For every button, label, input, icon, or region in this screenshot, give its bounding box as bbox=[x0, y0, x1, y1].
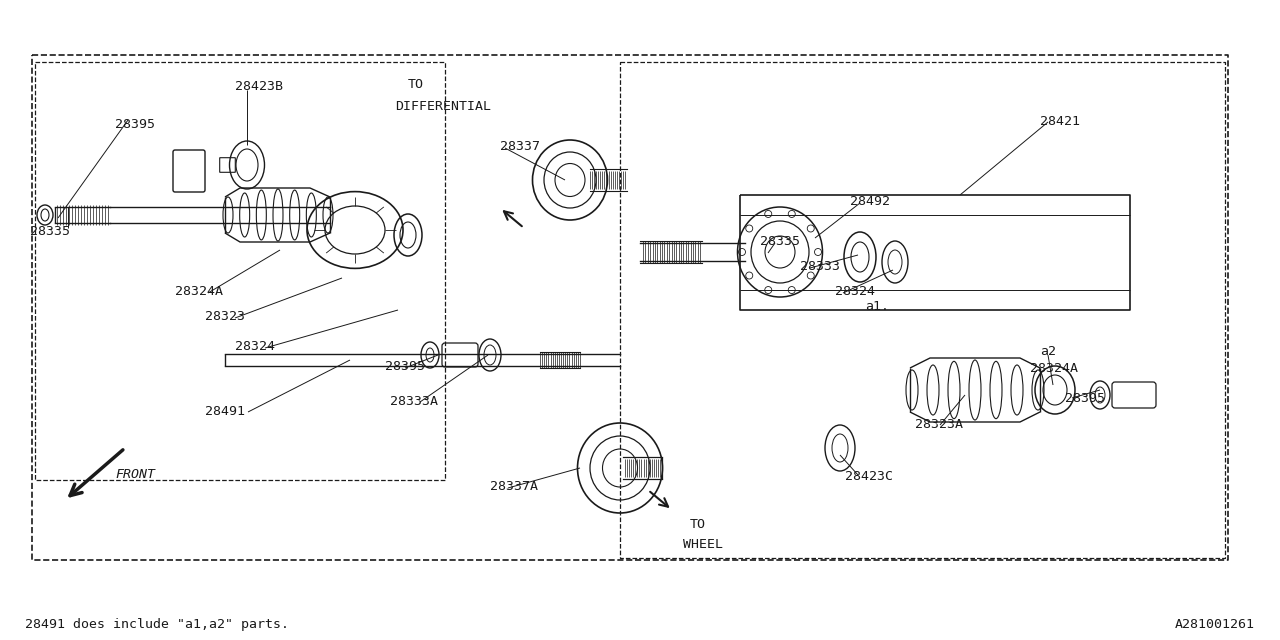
Text: 28491 does include "a1,a2" parts.: 28491 does include "a1,a2" parts. bbox=[26, 618, 289, 631]
Text: 28323: 28323 bbox=[205, 310, 244, 323]
Text: 28423C: 28423C bbox=[845, 470, 893, 483]
Text: 28335: 28335 bbox=[29, 225, 70, 238]
Text: A281001261: A281001261 bbox=[1175, 618, 1254, 631]
Text: TO: TO bbox=[690, 518, 707, 531]
Text: 28491: 28491 bbox=[205, 405, 244, 418]
Text: a1.: a1. bbox=[865, 300, 890, 313]
Text: 28337A: 28337A bbox=[490, 480, 538, 493]
Text: 28324A: 28324A bbox=[1030, 362, 1078, 375]
Text: 28335: 28335 bbox=[760, 235, 800, 248]
Text: 28395: 28395 bbox=[115, 118, 155, 131]
Text: FRONT: FRONT bbox=[115, 468, 155, 481]
Text: 28324: 28324 bbox=[835, 285, 876, 298]
Text: 28333A: 28333A bbox=[390, 395, 438, 408]
Text: a2: a2 bbox=[1039, 345, 1056, 358]
Text: 28324: 28324 bbox=[236, 340, 275, 353]
Text: TO: TO bbox=[408, 78, 424, 91]
Text: 28323A: 28323A bbox=[915, 418, 963, 431]
Text: WHEEL: WHEEL bbox=[684, 538, 723, 551]
Text: DIFFERENTIAL: DIFFERENTIAL bbox=[396, 100, 492, 113]
Text: 28421: 28421 bbox=[1039, 115, 1080, 128]
Text: 28333: 28333 bbox=[800, 260, 840, 273]
Text: 28395: 28395 bbox=[1065, 392, 1105, 405]
Text: 28492: 28492 bbox=[850, 195, 890, 208]
Text: 28395: 28395 bbox=[385, 360, 425, 373]
Text: 28324A: 28324A bbox=[175, 285, 223, 298]
Text: 28337: 28337 bbox=[500, 140, 540, 153]
Text: 28423B: 28423B bbox=[236, 80, 283, 93]
